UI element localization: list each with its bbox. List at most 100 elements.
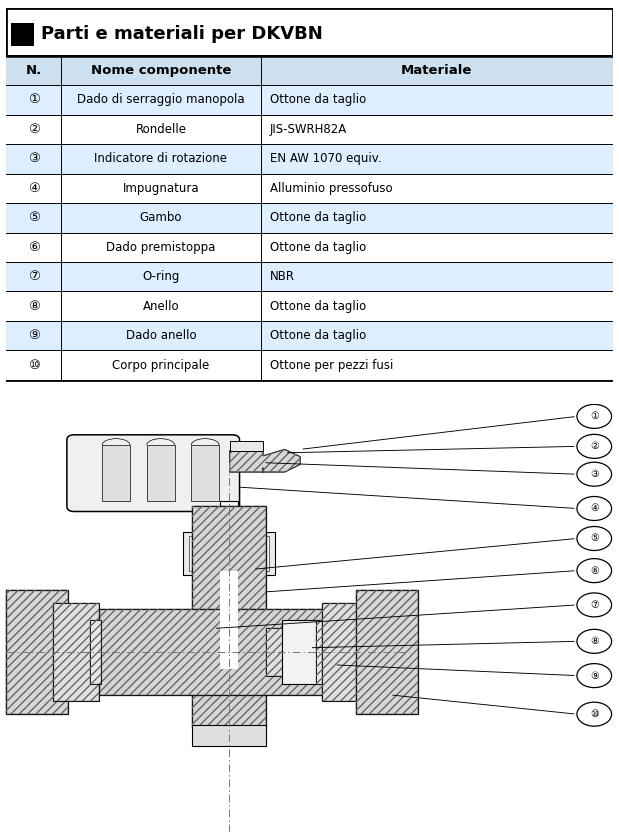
Text: ②: ②	[590, 441, 599, 452]
Circle shape	[577, 593, 612, 617]
Text: N.: N.	[25, 64, 41, 77]
Circle shape	[577, 527, 612, 551]
Bar	[191, 445, 219, 501]
Bar	[6, 115, 613, 144]
Bar	[11, 23, 34, 46]
Bar	[316, 620, 327, 684]
Bar	[6, 56, 613, 85]
Circle shape	[577, 434, 612, 458]
Text: ③: ③	[28, 152, 40, 166]
Bar	[102, 445, 130, 501]
Text: JIS-SWRH82A: JIS-SWRH82A	[270, 123, 347, 136]
Bar	[6, 291, 613, 321]
Bar	[206, 569, 253, 607]
Text: ⑧: ⑧	[28, 300, 40, 313]
Bar	[50, 620, 99, 684]
Circle shape	[577, 702, 612, 726]
Bar	[6, 321, 613, 350]
Text: ④: ④	[590, 503, 599, 513]
Bar	[99, 609, 359, 695]
Text: O-ring: O-ring	[142, 270, 180, 283]
Text: Dado anello: Dado anello	[126, 329, 196, 342]
Bar	[316, 620, 327, 684]
Text: Nome componente: Nome componente	[91, 64, 231, 77]
Bar	[6, 590, 68, 714]
Text: ①: ①	[590, 411, 599, 421]
Bar	[220, 571, 238, 613]
Text: EN AW 1070 equiv.: EN AW 1070 equiv.	[270, 152, 382, 166]
Circle shape	[577, 497, 612, 521]
Bar	[6, 85, 613, 115]
Bar	[282, 620, 325, 684]
Text: ⑩: ⑩	[28, 359, 40, 372]
Bar	[90, 620, 101, 684]
Text: Rondelle: Rondelle	[136, 123, 186, 136]
Text: Ottone da taglio: Ottone da taglio	[270, 300, 366, 313]
Text: Gambo: Gambo	[140, 211, 182, 225]
Text: ⑥: ⑥	[28, 240, 40, 254]
Text: Indicatore di rotazione: Indicatore di rotazione	[94, 152, 227, 166]
Bar	[356, 590, 418, 714]
Bar	[220, 501, 238, 572]
Text: Impugnatura: Impugnatura	[123, 182, 199, 195]
Text: ⑥: ⑥	[590, 566, 599, 576]
FancyBboxPatch shape	[67, 435, 240, 512]
Bar	[6, 262, 613, 291]
Bar	[195, 606, 263, 613]
Bar	[192, 725, 266, 746]
Bar	[322, 602, 368, 701]
Bar	[189, 537, 269, 571]
Bar	[356, 590, 418, 714]
Bar	[6, 232, 613, 262]
Bar	[322, 602, 368, 701]
Text: ⑨: ⑨	[590, 671, 599, 681]
Bar	[206, 569, 253, 607]
Text: ⑤: ⑤	[590, 533, 599, 543]
Text: ④: ④	[28, 182, 40, 195]
Circle shape	[577, 463, 612, 486]
Text: ⑨: ⑨	[28, 329, 40, 342]
Bar	[229, 452, 251, 462]
Polygon shape	[230, 449, 300, 472]
Text: Dado di serraggio manopola: Dado di serraggio manopola	[77, 93, 245, 106]
Bar	[230, 441, 263, 451]
Text: ②: ②	[28, 123, 40, 136]
Text: Anello: Anello	[142, 300, 179, 313]
Bar	[266, 628, 288, 676]
Bar	[6, 203, 613, 232]
Text: ⑦: ⑦	[28, 270, 40, 283]
Circle shape	[577, 404, 612, 428]
Circle shape	[577, 558, 612, 582]
Text: ⑤: ⑤	[28, 211, 40, 225]
Bar	[6, 8, 613, 56]
Bar	[99, 609, 359, 695]
Bar	[238, 584, 249, 593]
Bar	[266, 628, 288, 676]
Bar	[6, 56, 613, 379]
Text: NBR: NBR	[270, 270, 295, 283]
Text: Ottone da taglio: Ottone da taglio	[270, 93, 366, 106]
Bar	[147, 445, 175, 501]
Text: ⑧: ⑧	[590, 636, 599, 646]
Bar	[183, 532, 275, 575]
Text: ⑦: ⑦	[590, 600, 599, 610]
Bar	[77, 628, 99, 676]
Text: Parti e materiali per DKVBN: Parti e materiali per DKVBN	[41, 25, 323, 43]
Bar	[6, 144, 613, 174]
Text: Alluminio pressofuso: Alluminio pressofuso	[270, 182, 392, 195]
Text: ③: ③	[590, 469, 599, 479]
Bar	[77, 628, 99, 676]
Text: ①: ①	[28, 93, 40, 106]
Text: Corpo principale: Corpo principale	[112, 359, 209, 372]
Text: Ottone da taglio: Ottone da taglio	[270, 329, 366, 342]
Text: Ottone da taglio: Ottone da taglio	[270, 240, 366, 254]
Bar	[53, 602, 99, 701]
Text: ⑩: ⑩	[590, 709, 599, 719]
Bar	[192, 507, 266, 727]
Bar	[6, 590, 68, 714]
Text: Dado premistoppa: Dado premistoppa	[106, 240, 215, 254]
Bar	[53, 602, 99, 701]
Text: Ottone da taglio: Ottone da taglio	[270, 211, 366, 225]
Text: Ottone per pezzi fusi: Ottone per pezzi fusi	[270, 359, 394, 372]
Bar	[253, 572, 263, 607]
